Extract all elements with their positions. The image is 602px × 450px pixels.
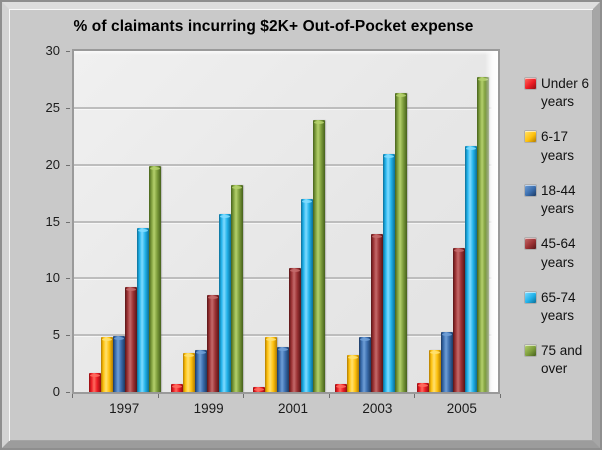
legend-label: 65-74 years [541, 289, 576, 323]
bar [183, 353, 195, 392]
legend-item: 18-44 years [525, 182, 600, 218]
legend-swatch-icon [525, 78, 536, 89]
legend-label: Under 6 years [541, 76, 590, 110]
x-axis-tick [328, 394, 330, 398]
bar [289, 268, 301, 392]
y-axis-label: 0 [52, 384, 60, 399]
bar [207, 295, 219, 392]
plot-bevel-top [74, 51, 498, 55]
grid-line [74, 220, 498, 223]
bar [89, 372, 101, 392]
y-axis-tick [66, 164, 70, 166]
bar [277, 346, 289, 392]
y-axis-label: 30 [45, 43, 60, 58]
y-axis-tick [66, 392, 70, 393]
bar [347, 354, 359, 392]
x-axis-label: 1997 [109, 401, 140, 416]
legend-swatch-icon [525, 184, 536, 196]
y-axis-label: 15 [45, 213, 60, 229]
legend: Under 6 years 6-17 years 18-44 years 45-64 … [525, 75, 600, 379]
x-axis-tick [157, 394, 159, 398]
x-axis-label: 2005 [446, 401, 477, 416]
legend-label: 45-64 years [541, 236, 576, 270]
bar-group-1999 [166, 51, 248, 392]
bar [301, 198, 313, 392]
y-axis-label: 25 [45, 99, 60, 115]
bar [335, 384, 347, 392]
bar [137, 228, 149, 392]
y-axis-label: 5 [52, 327, 60, 343]
legend-item: Under 6 years [525, 75, 600, 111]
y-axis-label: 20 [45, 156, 60, 172]
bar [359, 337, 371, 392]
legend-swatch-icon [525, 291, 536, 303]
bar [231, 185, 243, 392]
bar [195, 349, 207, 392]
y-axis-tick [66, 51, 70, 52]
bar [417, 382, 429, 392]
bar [465, 146, 477, 392]
x-axis-label: 2001 [277, 401, 309, 416]
bar [253, 387, 265, 392]
bar [395, 93, 407, 392]
bar [383, 154, 395, 392]
legend-swatch-icon [525, 345, 536, 357]
bar [429, 349, 441, 392]
plot-bevel-right [485, 51, 498, 392]
bar [113, 336, 125, 392]
y-axis-tick [66, 278, 70, 280]
y-axis-tick [66, 107, 70, 109]
grid-line [74, 163, 498, 166]
bar-group-2005 [412, 51, 494, 392]
legend-swatch-icon [525, 131, 536, 143]
x-axis-tick [414, 394, 416, 398]
bar [313, 120, 325, 392]
legend-item: 45-64 years [525, 235, 600, 271]
y-axis-tick [66, 221, 70, 223]
legend-label: 18-44 years [541, 182, 576, 217]
bar [101, 337, 113, 392]
x-axis-tick [243, 394, 245, 398]
legend-label: 6-17 years [541, 129, 575, 163]
x-axis-tick [500, 394, 501, 398]
bar-group-1997 [84, 51, 166, 392]
x-axis-tick [72, 394, 73, 398]
bars-area [84, 51, 494, 392]
plot-area [72, 49, 500, 394]
legend-label: 75 and over [541, 343, 583, 377]
bar [125, 287, 137, 392]
bar-group-2001 [248, 51, 330, 392]
bar [453, 247, 465, 392]
y-axis-label: 10 [45, 270, 60, 286]
grid-line [74, 277, 498, 280]
bar [149, 165, 161, 392]
x-axis-label: 2003 [362, 401, 393, 416]
y-axis-tick [66, 335, 70, 337]
legend-item: 75 and over [525, 342, 600, 378]
chart-title: % of claimants incurring $2K+ Out-of-Poc… [73, 18, 474, 35]
bar [265, 337, 277, 392]
bar [171, 384, 183, 392]
legend-item: 6-17 years [525, 128, 600, 164]
bar [371, 234, 383, 392]
bar [219, 213, 231, 392]
x-axis-label: 1999 [193, 401, 224, 416]
bar-group-2003 [330, 51, 412, 392]
legend-item: 65-74 years [525, 289, 600, 325]
bar [441, 331, 453, 392]
grid-line [74, 334, 498, 337]
legend-swatch-icon [525, 238, 536, 250]
x-axis-labels: 1997 1999 2001 2003 2005 [82, 401, 504, 421]
grid-line [74, 106, 498, 109]
